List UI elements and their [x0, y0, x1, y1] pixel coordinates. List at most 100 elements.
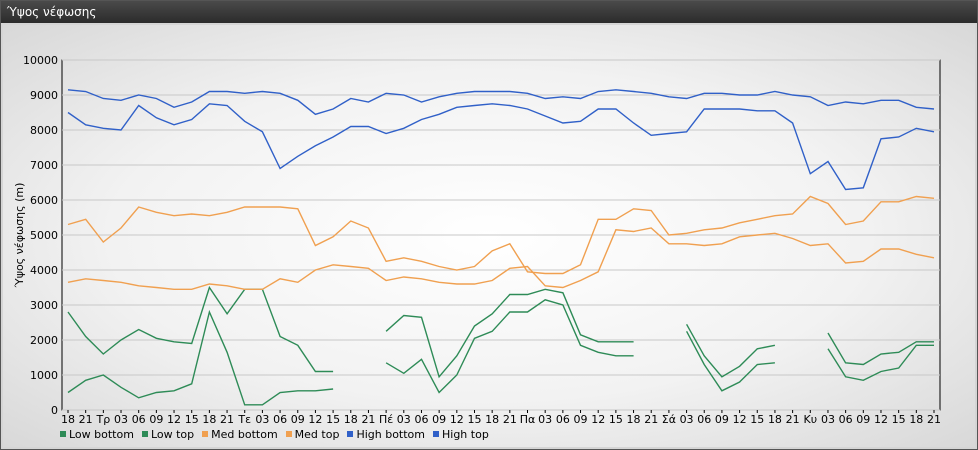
x-tick-label: 12: [591, 413, 605, 426]
y-tick-label: 4000: [30, 264, 58, 277]
x-tick-label: 21: [220, 413, 234, 426]
legend-label: Med bottom: [211, 427, 278, 441]
y-axis-label: Ύψος νέφωσης (m): [13, 183, 26, 289]
x-tick-label: 21: [361, 413, 375, 426]
y-tick-label: 6000: [30, 194, 58, 207]
x-tick-label: 06: [132, 413, 146, 426]
y-tick-label: 10000: [23, 54, 58, 67]
x-tick-label: 12: [450, 413, 464, 426]
y-tick-label: 5000: [30, 229, 58, 242]
x-tick-label: Κυ: [803, 413, 817, 426]
x-tick-label: 06: [839, 413, 853, 426]
legend-swatch: [60, 431, 66, 437]
x-tick-label: 06: [273, 413, 287, 426]
window-title: Ύψος νέφωσης: [7, 5, 97, 19]
x-tick-label: 21: [503, 413, 517, 426]
x-tick-label: Πα: [520, 413, 536, 426]
series-line-segment: [827, 332, 934, 366]
x-tick-label: 15: [892, 413, 906, 426]
legend-item: High top: [433, 427, 489, 441]
x-tick-label: 18: [344, 413, 358, 426]
series-line-segment: [685, 330, 775, 392]
x-tick-label: 06: [414, 413, 428, 426]
x-tick-label: 03: [397, 413, 411, 426]
series-line-segment: [685, 323, 776, 378]
x-tick-label: 21: [644, 413, 658, 426]
series-low-bottom: [67, 299, 934, 406]
x-tick-label: 18: [202, 413, 216, 426]
x-tick-label: 12: [167, 413, 181, 426]
legend-item: Low top: [141, 427, 195, 441]
grid-lines: [62, 59, 940, 411]
x-tick-label: Σά: [662, 413, 676, 426]
legend-item: Low bottom: [60, 427, 134, 441]
x-tick-label: 09: [432, 413, 446, 426]
x-tick-label: 03: [821, 413, 835, 426]
x-tick-label: Τε: [237, 413, 251, 426]
legend-label: Low bottom: [69, 427, 134, 441]
series-lines: [67, 89, 935, 406]
x-tick-label: 09: [291, 413, 305, 426]
series-line-segment: [67, 227, 935, 290]
legend-label: Low top: [150, 427, 195, 441]
x-tick-label: 15: [185, 413, 199, 426]
x-tick-label: 15: [467, 413, 481, 426]
series-line-segment: [827, 344, 934, 382]
series-high-bottom: [67, 103, 935, 191]
series-high-top: [67, 89, 935, 116]
x-tick-label: 06: [556, 413, 570, 426]
x-tick-label: 18: [768, 413, 782, 426]
y-tick-label: 0: [51, 404, 58, 417]
x-tick-label: 21: [786, 413, 800, 426]
x-tick-label: Τρ: [95, 413, 110, 426]
y-tick-label: 7000: [30, 159, 58, 172]
x-tick-label: 21: [927, 413, 941, 426]
x-tick-label: 06: [697, 413, 711, 426]
series-line-segment: [67, 285, 334, 373]
legend: Low bottom Low top Med bottom Med top High b…: [60, 427, 489, 441]
x-tick-label: 12: [874, 413, 888, 426]
x-tick-label: 18: [627, 413, 641, 426]
x-tick-label: Πέ: [379, 413, 393, 426]
x-tick-label: 18: [61, 413, 75, 426]
x-tick-label: 15: [609, 413, 623, 426]
legend-label: High bottom: [356, 427, 425, 441]
x-tick-label: 03: [538, 413, 552, 426]
x-tick-label: 21: [79, 413, 93, 426]
series-line-segment: [67, 103, 935, 191]
legend-swatch: [202, 431, 209, 437]
series-med-top: [67, 195, 935, 275]
legend-swatch: [347, 431, 354, 437]
x-tick-label: 09: [574, 413, 588, 426]
y-tick-label: 9000: [30, 89, 58, 102]
y-tick-label: 3000: [30, 299, 58, 312]
y-tick-label: 1000: [30, 369, 58, 382]
legend-label: High top: [442, 427, 489, 441]
x-axis-ticks: 18 21 Τρ 03 06 09 12 15 18 21 Τε 03 06 09 12 15 18 21 Πέ 03…: [61, 410, 941, 426]
x-tick-label: 12: [733, 413, 747, 426]
series-line-segment: [67, 195, 935, 275]
series-med-bottom: [67, 227, 935, 290]
y-axis-ticks: 0 1000 2000 3000 4000 5000 6000 7000 8000 9000 100…: [23, 54, 58, 417]
x-tick-label: 15: [750, 413, 764, 426]
series-line-segment: [385, 299, 634, 394]
legend-swatch: [141, 431, 148, 437]
x-tick-label: 03: [114, 413, 128, 426]
y-tick-label: 2000: [30, 334, 58, 347]
legend-item: Med top: [285, 427, 339, 441]
x-tick-label: 09: [149, 413, 163, 426]
legend-swatch: [285, 431, 292, 437]
x-tick-label: 03: [680, 413, 694, 426]
series-line-segment: [385, 288, 634, 379]
legend-item: Med bottom: [202, 427, 278, 441]
legend-item: High bottom: [347, 427, 425, 441]
x-tick-label: 18: [909, 413, 923, 426]
x-tick-label: 03: [255, 413, 269, 426]
titlebar: Ύψος νέφωσης: [1, 1, 977, 23]
x-tick-label: 18: [485, 413, 499, 426]
legend-swatch: [433, 431, 439, 437]
x-tick-label: 09: [856, 413, 870, 426]
x-tick-label: 09: [715, 413, 729, 426]
y-tick-label: 8000: [30, 124, 58, 137]
